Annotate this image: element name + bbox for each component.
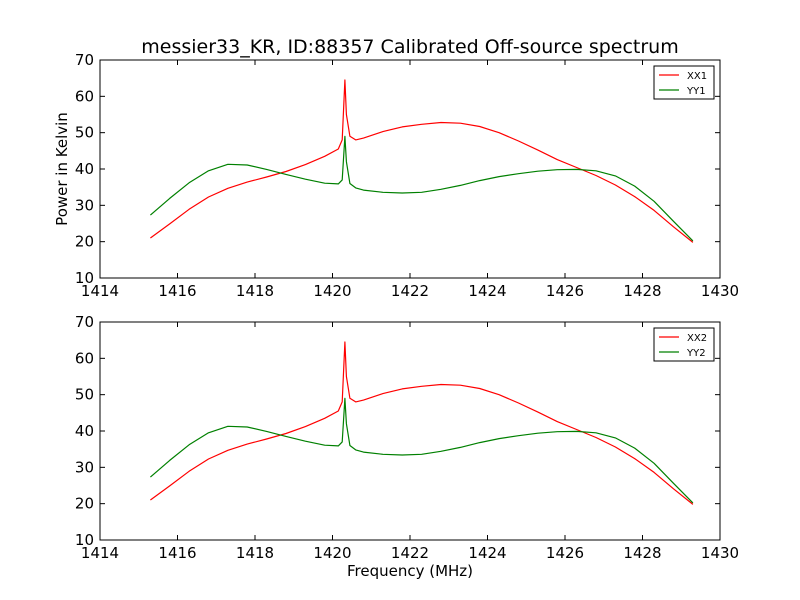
legend-label-xx2: XX2 [687,333,707,344]
x-tick-label: 1416 [158,544,196,562]
y-tick-label: 10 [75,269,94,287]
x-tick-label: 1428 [623,282,661,300]
x-tick-label: 1418 [236,544,274,562]
series-line-yy1 [150,135,694,242]
x-tick-label: 1414 [81,282,119,300]
y-tick-label: 70 [75,51,94,69]
subplots: 1414 1416 1418 1420 1422 1424 1426 1428 1430 10 20… [53,51,739,580]
legend-box [653,65,715,100]
subplot-2: 1414 1416 1418 1420 1422 1424 1426 1428 1430 10 20… [75,313,739,580]
x-tick-label: 1430 [701,282,739,300]
x-tick-label: 1420 [313,282,351,300]
subplot-1: 1414 1416 1418 1420 1422 1424 1426 1428 1430 10 20… [53,51,739,300]
legend-label-yy2: YY2 [686,348,706,359]
y-tick-label: 60 [75,349,94,367]
x-tick-label: 1430 [701,544,739,562]
x-tick-label: 1418 [236,282,274,300]
x-tick-label: 1424 [468,544,506,562]
y-tick-label: 30 [75,458,94,476]
x-tick-label: 1424 [468,282,506,300]
x-tick-label: 1416 [158,282,196,300]
x-axis-label: Frequency (MHz) [347,562,473,580]
x-tick-label: 1426 [546,282,584,300]
plot-frame [99,59,721,279]
y-tick-label: 50 [75,124,94,142]
legend-box [653,327,715,362]
y-tick-label: 40 [75,422,94,440]
x-tick-label: 1420 [313,544,351,562]
y-tick-label: 40 [75,160,94,178]
legend-label-xx1: XX1 [687,71,707,82]
legend-label-yy1: YY1 [686,86,706,97]
x-tick-label: 1414 [81,544,119,562]
x-tick-label: 1428 [623,544,661,562]
y-tick-label: 30 [75,196,94,214]
series-line-yy2 [150,397,694,504]
series-line-xx1 [150,79,694,243]
series-line-xx2 [150,341,694,505]
y-axis-label: Power in Kelvin [53,112,71,226]
y-tick-label: 20 [75,495,94,513]
x-tick-label: 1422 [391,544,429,562]
y-tick-label: 70 [75,313,94,331]
figure-title: messier33_KR, ID:88357 Calibrated Off-so… [141,36,678,58]
x-tick-label: 1426 [546,544,584,562]
y-tick-label: 50 [75,386,94,404]
x-tick-label: 1422 [391,282,429,300]
y-tick-label: 10 [75,531,94,549]
y-tick-label: 60 [75,87,94,105]
plot-frame [99,321,721,541]
y-tick-label: 20 [75,233,94,251]
